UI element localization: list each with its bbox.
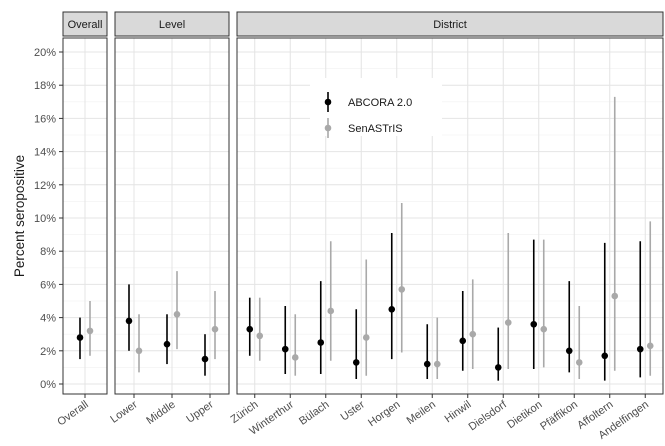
legend-key-point [324, 98, 332, 106]
y-axis-title: Percent seropositive [12, 155, 27, 277]
data-point [211, 325, 219, 333]
data-point [317, 339, 325, 346]
data-point [469, 330, 477, 338]
x-tick-label: Upper [184, 398, 216, 425]
data-point [256, 332, 264, 340]
data-point [362, 334, 370, 341]
panel-border [236, 37, 664, 395]
facet-strip [236, 11, 664, 37]
x-tick-label: Lower [108, 398, 140, 425]
y-tick-label: 14% [34, 147, 56, 159]
x-tick-label: Dietikon [505, 399, 544, 432]
y-tick-label: 2% [40, 346, 56, 358]
x-tick-label: Middle [144, 399, 177, 427]
data-point [246, 325, 254, 333]
data-point [163, 340, 171, 348]
data-point [459, 337, 467, 345]
legend-box [310, 78, 442, 136]
data-point [646, 342, 654, 350]
data-point [135, 347, 143, 355]
data-point [601, 352, 609, 360]
data-point [173, 310, 181, 318]
data-point [352, 359, 360, 366]
data-point [433, 360, 441, 368]
data-point [423, 360, 431, 368]
facet-label: Overall [68, 19, 103, 31]
data-point [494, 364, 502, 371]
data-point [76, 334, 84, 341]
legend-label: ABCORA 2.0 [348, 97, 412, 109]
data-point [504, 319, 512, 326]
x-tick-label: Overall [55, 399, 90, 429]
data-point [86, 327, 94, 335]
data-point [565, 347, 573, 355]
facet-strip [114, 11, 230, 37]
data-point [636, 345, 644, 353]
x-tick-label: Meilen [405, 399, 438, 427]
x-tick-label: Pfäffikon [538, 399, 580, 433]
y-tick-label: 6% [40, 279, 56, 291]
data-point [327, 307, 335, 315]
data-point [201, 355, 209, 363]
data-point [388, 306, 396, 313]
y-tick-label: 8% [40, 246, 56, 258]
data-point [281, 345, 289, 353]
x-tick-label: Bülach [297, 399, 331, 428]
y-tick-label: 10% [34, 213, 56, 225]
y-tick-label: 18% [34, 80, 56, 92]
facet-label: Level [159, 19, 185, 31]
data-point [540, 325, 548, 333]
legend-key-point [324, 124, 332, 132]
data-point [291, 354, 299, 361]
data-point [125, 317, 133, 325]
x-tick-label: Horgen [366, 399, 402, 430]
x-tick-label: Uster [339, 398, 368, 423]
data-point [398, 286, 406, 293]
data-point [530, 320, 538, 328]
y-tick-label: 12% [34, 180, 56, 192]
y-tick-label: 16% [34, 113, 56, 125]
panel-background [237, 38, 663, 394]
x-tick-label: Dielsdorf [467, 398, 510, 433]
data-point [575, 359, 583, 366]
facet-strip [62, 11, 108, 37]
y-tick-label: 4% [40, 313, 56, 325]
y-tick-label: 20% [34, 47, 56, 59]
data-point [611, 292, 619, 300]
y-tick-label: 0% [40, 379, 56, 391]
legend-label: SenASTrIS [348, 123, 403, 135]
facet-label: District [433, 19, 467, 31]
